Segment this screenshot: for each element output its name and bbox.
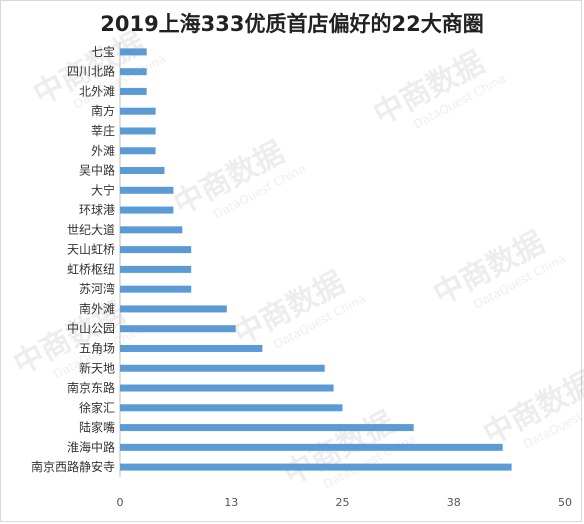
x-tick-label: 0 bbox=[117, 496, 124, 509]
category-label: 七宝 bbox=[91, 45, 115, 59]
category-label: 虹桥枢纽 bbox=[67, 261, 115, 276]
bar bbox=[120, 325, 236, 333]
category-label: 徐家汇 bbox=[79, 400, 115, 415]
bar bbox=[120, 107, 156, 115]
category-label: 南方 bbox=[91, 103, 115, 118]
category-label: 天山虹桥 bbox=[67, 243, 115, 257]
x-tick-label: 13 bbox=[224, 496, 238, 509]
category-label: 南京西路静安寺 bbox=[31, 459, 115, 474]
x-tick-label: 50 bbox=[558, 496, 572, 509]
x-tick-label: 38 bbox=[447, 496, 461, 509]
category-label: 外滩 bbox=[91, 144, 115, 158]
bar bbox=[120, 285, 192, 293]
bar bbox=[120, 226, 183, 234]
bar bbox=[120, 48, 147, 56]
bar bbox=[120, 443, 503, 451]
bar bbox=[120, 305, 227, 313]
bar bbox=[120, 186, 174, 194]
bar bbox=[120, 167, 165, 175]
category-label: 陆家嘴 bbox=[79, 420, 115, 435]
bar bbox=[120, 87, 147, 95]
category-label: 淮海中路 bbox=[67, 439, 115, 454]
bar bbox=[120, 463, 512, 471]
bar bbox=[120, 265, 192, 273]
category-label: 世纪大道 bbox=[67, 223, 115, 237]
bar bbox=[120, 127, 156, 135]
category-label: 五角场 bbox=[79, 341, 115, 355]
category-label: 新天地 bbox=[79, 360, 115, 375]
bar bbox=[120, 424, 414, 432]
category-label: 莘庄 bbox=[91, 123, 115, 138]
bar bbox=[120, 246, 192, 254]
chart-title: 2019上海333优质首店偏好的22大商圈 bbox=[100, 12, 484, 36]
category-label: 南外滩 bbox=[79, 301, 115, 316]
bar bbox=[120, 384, 334, 392]
category-label: 北外滩 bbox=[79, 84, 115, 98]
bar bbox=[120, 344, 263, 352]
category-label: 中山公园 bbox=[67, 321, 115, 336]
category-label: 四川北路 bbox=[67, 64, 115, 79]
bar bbox=[120, 68, 147, 76]
category-label: 南京东路 bbox=[67, 380, 115, 395]
category-label: 环球港 bbox=[79, 203, 115, 217]
category-label: 苏河湾 bbox=[79, 281, 115, 296]
category-label: 吴中路 bbox=[79, 163, 115, 178]
x-tick-label: 25 bbox=[336, 496, 350, 509]
bar bbox=[120, 147, 156, 155]
bar bbox=[120, 206, 174, 214]
bar bbox=[120, 404, 343, 412]
bar bbox=[120, 364, 325, 372]
category-label: 大宁 bbox=[91, 182, 115, 197]
